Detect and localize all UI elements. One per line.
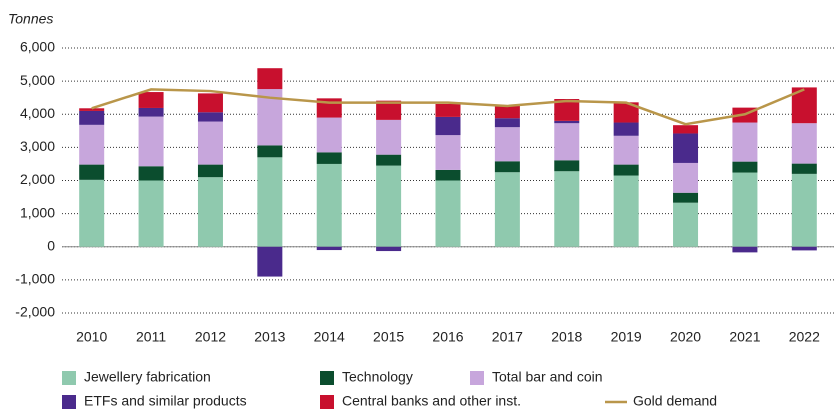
bar-segment [613,175,639,247]
bar-segment [732,246,758,253]
bar-segment [613,122,639,136]
bar-segment [494,118,520,128]
bar-segment [138,116,164,167]
bar-segment [554,123,580,161]
bar-segment [732,161,758,173]
bar-segment [673,162,699,193]
bar-segment [376,246,402,252]
bar-segment [197,164,223,178]
bar-segment [138,107,164,117]
bar-segment [494,161,520,173]
bar-segment [494,127,520,162]
bar-segment [79,110,105,125]
bar-segment [435,103,461,117]
bar-segment [791,173,817,247]
line-series [91,88,805,126]
y-tick-label: 1,000 [20,204,55,220]
bar-segment [554,99,580,121]
bar-segment [376,165,402,247]
bar-segment [257,145,283,158]
legend-swatch [320,371,334,385]
bar-segment [79,164,105,180]
x-tick-label: 2011 [136,329,166,345]
bar-segment [197,121,223,165]
x-tick-label: 2016 [432,329,463,345]
y-tick-label: 0 [47,237,55,253]
bar-segment [316,152,342,164]
y-tick-label: 4,000 [20,105,55,121]
bar-segment [791,163,817,174]
bar-segment [435,180,461,247]
x-tick-label: 2018 [551,329,582,345]
bar-segment [554,171,580,247]
bar-segment [435,135,461,170]
x-tick-label: 2012 [195,329,226,345]
legend-swatch [320,395,334,409]
y-tick-label: 3,000 [20,138,55,154]
y-axis-label: Tonnes [8,11,53,27]
bar-segment [138,180,164,247]
bar-segment [673,125,699,134]
bar-segment [732,122,758,162]
x-tick-label: 2017 [492,329,523,345]
bar-segment [257,68,283,90]
bar-segment [435,116,461,136]
bar-segment [376,100,402,120]
bar-segment [79,124,105,165]
x-tick-label: 2013 [254,329,285,345]
bar-segment [197,177,223,247]
bar-segment [138,92,164,108]
x-tick-label: 2015 [373,329,404,345]
bar-segment [257,157,283,247]
legend-swatch [62,395,76,409]
bar-segment [673,202,699,247]
legend-label: Central banks and other inst. [342,393,521,409]
legend-label: Total bar and coin [492,369,603,385]
bar-segment [554,160,580,172]
bar-segment [613,102,639,123]
x-tick-label: 2019 [611,329,642,345]
x-tick-label: 2020 [670,329,701,345]
legend-label: Gold demand [633,393,717,409]
y-tick-label: 2,000 [20,171,55,187]
bar-segment [613,164,639,176]
legend-label: Technology [342,369,413,385]
x-tick-label: 2022 [789,329,820,345]
bar-segment [257,246,283,277]
y-tick-label: 6,000 [20,39,55,55]
bar-segment [316,163,342,247]
bar-segment [79,179,105,247]
bar-segment [554,120,580,124]
bar-segment [138,166,164,181]
x-tick-label: 2021 [729,329,760,345]
bar-segment [494,172,520,247]
bar-segment [79,108,105,111]
bar-segment [613,135,639,165]
y-tick-label: -1,000 [15,271,55,287]
legend-label: ETFs and similar products [84,393,247,409]
bar-segment [316,117,342,153]
y-tick-label: -2,000 [15,304,55,320]
x-tick-label: 2014 [314,329,345,345]
bar-segment [376,154,402,166]
bar-segment [197,112,223,122]
bar-segment [673,133,699,163]
bar-segment [376,119,402,155]
bar-segment [435,169,461,181]
bar-segment [791,246,817,251]
legend-swatch [470,371,484,385]
y-tick-label: 5,000 [20,72,55,88]
bar-segment [673,192,699,203]
bar-segment [791,123,817,164]
legend-swatch [62,371,76,385]
bar-segment [197,93,223,113]
legend-label: Jewellery fabrication [84,369,211,385]
bar-segment [316,246,342,251]
bar-segment [732,172,758,247]
x-tick-label: 2010 [76,329,107,345]
bar-segment [494,105,520,119]
